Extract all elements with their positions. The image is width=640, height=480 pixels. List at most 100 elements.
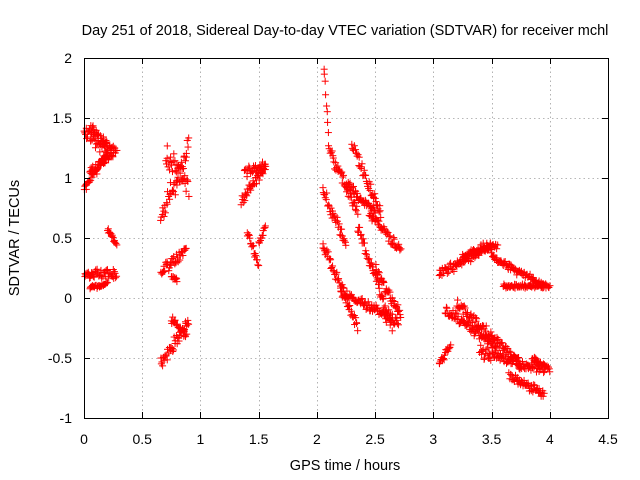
data-point <box>445 345 453 353</box>
data-point <box>357 230 365 238</box>
data-point <box>352 314 360 322</box>
data-point <box>375 208 383 216</box>
data-point <box>169 158 177 166</box>
data-point <box>335 220 343 228</box>
data-point <box>329 154 337 162</box>
data-point <box>388 316 396 324</box>
y-tick-label: 1.5 <box>53 110 73 126</box>
data-point <box>253 256 261 264</box>
data-point <box>390 297 398 305</box>
data-point <box>478 350 486 358</box>
data-point <box>545 363 553 371</box>
y-tick-labels: -1 -0.5 0 0.5 1 1.5 2 <box>48 50 72 426</box>
x-tick-label: 0 <box>80 431 88 447</box>
y-tick-label: 0.5 <box>53 230 73 246</box>
data-point <box>546 368 554 376</box>
data-point <box>170 180 178 188</box>
data-point <box>165 267 173 275</box>
data-point <box>379 294 387 302</box>
data-point <box>173 160 181 168</box>
tick-marks <box>84 58 609 419</box>
x-tick-label: 1 <box>197 431 205 447</box>
y-tick-label: 2 <box>64 50 72 66</box>
data-point <box>185 134 193 142</box>
data-point <box>443 304 451 312</box>
data-point <box>487 328 495 336</box>
data-point <box>92 126 100 134</box>
data-point <box>168 161 176 169</box>
data-point <box>361 250 369 258</box>
chart-title: Day 251 of 2018, Sidereal Day-to-day VTE… <box>82 23 609 39</box>
data-point <box>339 173 347 181</box>
data-point <box>340 171 348 179</box>
data-point <box>249 242 257 250</box>
data-point <box>371 190 379 198</box>
data-point <box>358 294 366 302</box>
data-point <box>496 340 504 348</box>
data-point <box>354 327 362 335</box>
data-point <box>487 356 495 364</box>
data-point <box>394 307 402 315</box>
data-point <box>337 231 345 239</box>
data-point <box>494 241 502 249</box>
data-point <box>185 320 193 328</box>
data-point <box>170 188 178 196</box>
data-point <box>338 168 346 176</box>
data-point <box>493 245 501 253</box>
data-point <box>113 272 121 280</box>
data-point <box>454 296 462 304</box>
data-point <box>384 309 392 317</box>
data-point <box>482 345 490 353</box>
x-axis-label: GPS time / hours <box>290 458 400 474</box>
data-point <box>332 270 340 278</box>
data-point <box>354 210 362 218</box>
data-point <box>160 212 168 220</box>
data-point <box>89 122 97 130</box>
data-point <box>386 232 394 240</box>
data-point <box>185 192 193 200</box>
data-point <box>349 182 357 190</box>
data-point <box>446 309 454 317</box>
data-point <box>335 275 343 283</box>
data-point <box>497 257 505 265</box>
data-point <box>379 295 387 303</box>
data-point <box>366 187 374 195</box>
data-point <box>170 150 178 158</box>
data-point <box>375 269 383 277</box>
x-tick-label: 3 <box>429 431 437 447</box>
data-marks <box>80 65 554 400</box>
data-point <box>346 302 354 310</box>
data-point <box>355 153 363 161</box>
data-point <box>529 364 537 372</box>
data-point <box>364 298 372 306</box>
data-point <box>347 193 355 201</box>
data-point <box>94 131 102 139</box>
data-point <box>436 271 444 279</box>
data-point <box>95 130 103 138</box>
data-point <box>346 179 354 187</box>
data-point <box>445 268 453 276</box>
data-point <box>390 235 398 243</box>
data-point <box>520 376 528 384</box>
data-point <box>243 192 251 200</box>
data-point <box>319 240 327 248</box>
data-point <box>539 392 547 400</box>
data-point <box>163 142 171 150</box>
data-point <box>112 239 120 247</box>
data-point <box>451 309 459 317</box>
data-point <box>352 193 360 201</box>
data-point <box>169 186 177 194</box>
data-point <box>367 180 375 188</box>
data-point <box>374 268 382 276</box>
data-point <box>389 296 397 304</box>
data-point <box>325 142 333 150</box>
data-point <box>396 246 404 254</box>
x-tick-label: 0.5 <box>132 431 152 447</box>
data-point <box>253 168 261 176</box>
x-tick-labels: 0 0.5 1 1.5 2 2.5 3 3.5 4 4.5 <box>80 431 618 447</box>
y-tick-label: -1 <box>60 410 73 426</box>
data-point <box>376 207 384 215</box>
data-point <box>326 255 334 263</box>
data-point <box>351 198 359 206</box>
data-point <box>249 167 257 175</box>
